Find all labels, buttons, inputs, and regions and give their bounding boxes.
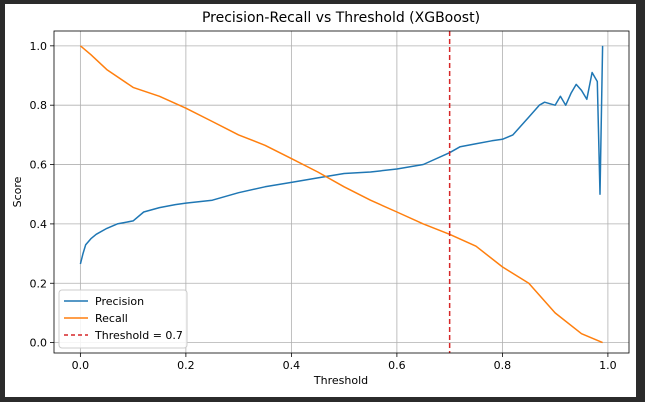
x-tick-label: 1.0 [599,359,617,372]
legend-label-recall: Recall [95,312,128,325]
x-axis-label: Threshold [313,374,368,387]
series-layer [79,31,604,353]
y-tick-label: 0.4 [30,218,48,231]
y-tick-label: 1.0 [30,40,48,53]
y-tick-label: 0.8 [30,99,48,112]
y-axis-label: Score [11,176,24,207]
plot-area-frame [53,30,630,354]
x-tick-label: 0.6 [388,359,406,372]
legend-label-threshold: Threshold = 0.7 [94,329,183,342]
x-tick-label: 0.8 [494,359,512,372]
y-tick-label: 0.6 [30,159,48,172]
legend-box [58,289,188,349]
x-tick-label: 0.4 [283,359,301,372]
series-line-recall [79,45,603,344]
series-line-precision [79,45,604,265]
y-tick-label: 0.0 [30,337,48,350]
legend: Precision Recall Threshold = 0.7 [58,289,188,349]
axis-ticks: 0.0 0.2 0.4 0.6 0.8 1.0 0.0 0.2 0.4 0.6 0.8 1.0 [30,40,617,372]
y-tick-label: 0.2 [30,277,48,290]
x-tick-label: 0.0 [72,359,90,372]
chart-title: Precision-Recall vs Threshold (XGBoost) [202,10,480,26]
x-tick-label: 0.2 [177,359,195,372]
legend-label-precision: Precision [95,295,144,308]
grid-lines [54,31,629,353]
